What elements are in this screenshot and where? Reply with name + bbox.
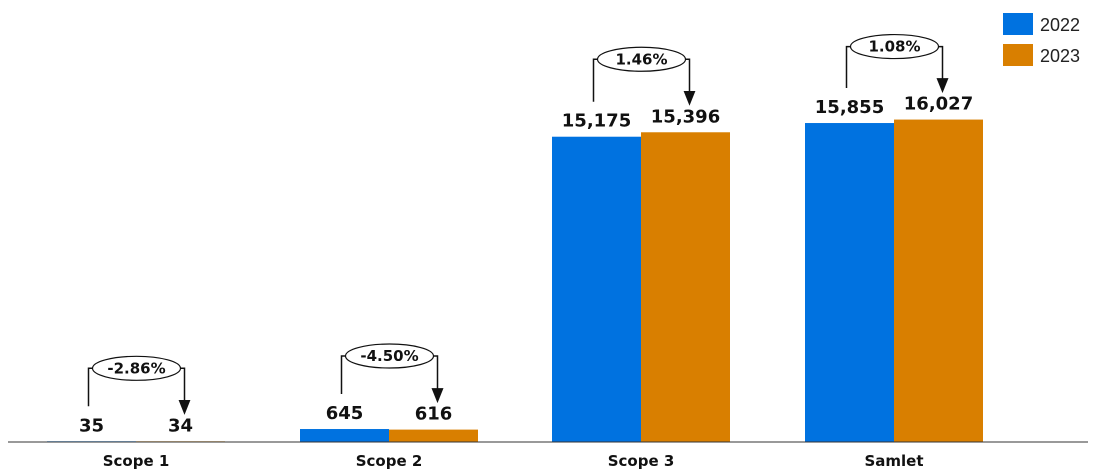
change-annotations: -2.86% -4.50% 1.46% 1.08% [87, 33, 949, 415]
change-ellipse [596, 46, 687, 72]
change-label: 1.46% [615, 50, 667, 68]
bar-2022-samlet [805, 123, 894, 443]
data-label: 645 [326, 403, 364, 424]
legend-swatch-2023 [1003, 44, 1033, 66]
bar-2023-samlet [894, 119, 983, 443]
legend: 2022 2023 [1003, 13, 1080, 66]
change-label: -2.86% [107, 359, 165, 377]
data-label: 16,027 [904, 94, 973, 115]
data-label: 15,396 [651, 106, 720, 127]
bars-group: 35 34 645 616 15,175 15,396 15,855 16,027 [47, 94, 983, 443]
bar-2023-scope-2 [389, 429, 478, 442]
bar-2023-scope-3 [641, 132, 730, 442]
legend-label: 2023 [1040, 46, 1080, 66]
change-label: 1.08% [868, 38, 920, 56]
legend-label: 2022 [1040, 15, 1080, 35]
change-ellipse [849, 33, 940, 60]
data-label: 35 [79, 415, 104, 436]
category-label: Scope 3 [608, 452, 675, 470]
legend-swatch-2022 [1003, 13, 1033, 35]
change-label: -4.50% [360, 347, 418, 365]
category-label: Samlet [864, 452, 923, 470]
category-label: Scope 1 [103, 452, 170, 470]
bar-2022-scope-2 [300, 429, 389, 442]
bar-2022-scope-3 [552, 136, 641, 442]
category-labels: Scope 1 Scope 2 Scope 3 Samlet [103, 452, 924, 470]
data-label: 616 [415, 404, 453, 425]
data-label: 15,175 [562, 111, 631, 132]
data-label: 34 [168, 415, 193, 436]
change-ellipse [91, 355, 182, 381]
data-label: 15,855 [815, 97, 884, 118]
change-ellipse [344, 343, 435, 369]
category-label: Scope 2 [356, 452, 423, 470]
